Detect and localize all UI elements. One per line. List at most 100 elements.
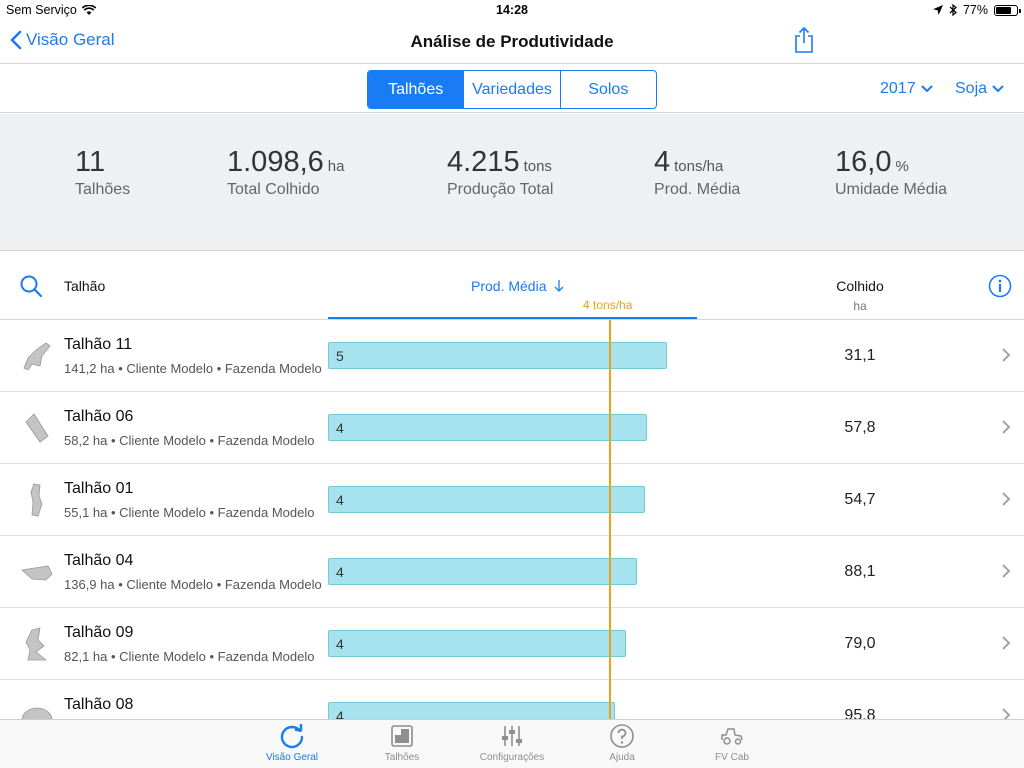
status-bar: Sem Serviço 14:28 77% <box>0 0 1024 20</box>
productivity-bar: 4 <box>328 414 647 441</box>
tab-label: Ajuda <box>609 752 635 763</box>
average-label: 4 tons/ha <box>583 298 633 312</box>
productivity-bar-label: 4 <box>336 708 344 719</box>
tab-label: Talhões <box>384 752 420 763</box>
row-subtitle: 55,1 ha • Cliente Modelo • Fazenda Model… <box>64 505 315 520</box>
row-name: Talhão 08 <box>64 696 134 713</box>
summary-panel: 11 Talhões 1.098,6 ha Total Colhido 4.215 tons… <box>0 114 1024 251</box>
year-filter-label: 2017 <box>880 80 916 97</box>
summary-value: 11 <box>75 146 106 178</box>
tab-label: FV Cab <box>715 752 749 763</box>
productivity-bar-label: 4 <box>336 420 344 436</box>
column-header-prod-label: Prod. Média <box>471 278 547 294</box>
summary-label: Produção Total <box>447 181 554 198</box>
share-icon[interactable] <box>792 26 816 54</box>
productivity-bar: 5 <box>328 342 667 369</box>
tab-help[interactable]: Ajuda <box>572 723 672 763</box>
clock: 14:28 <box>496 3 528 17</box>
field-shape-icon <box>20 482 54 520</box>
summary-label: Prod. Média <box>654 181 741 198</box>
table-row[interactable]: Talhão 06 58,2 ha • Cliente Modelo • Faze… <box>0 392 1024 464</box>
tab-tractor[interactable]: FV Cab <box>682 723 782 763</box>
segmented-control: Talhões Variedades Solos <box>367 70 657 109</box>
chevron-right-icon <box>1001 708 1011 719</box>
column-header-talhao[interactable]: Talhão <box>64 278 106 294</box>
table-row[interactable]: Talhão 01 55,1 ha • Cliente Modelo • Faze… <box>0 464 1024 536</box>
summary-label: Talhões <box>75 181 131 198</box>
crop-filter[interactable]: Soja <box>955 80 1004 98</box>
row-subtitle: 58,2 ha • Cliente Modelo • Fazenda Model… <box>64 433 315 448</box>
summary-unit: tons/ha <box>674 158 724 175</box>
summary-unit: ha <box>327 158 345 175</box>
table-row[interactable]: Talhão 09 82,1 ha • Cliente Modelo • Faze… <box>0 608 1024 680</box>
row-name: Talhão 04 <box>64 552 134 569</box>
summary-unit: % <box>895 158 909 175</box>
tab-field[interactable]: Talhões <box>352 723 452 763</box>
segment-1[interactable]: Variedades <box>463 71 559 108</box>
productivity-bar: 4 <box>328 630 626 657</box>
wifi-icon <box>81 4 96 15</box>
field-shape-icon <box>20 338 54 376</box>
summary-label: Total Colhido <box>227 181 320 198</box>
chevron-right-icon <box>1001 564 1011 583</box>
productivity-bar-label: 4 <box>336 564 344 580</box>
column-header-colhido-unit: ha <box>853 299 867 313</box>
chevron-right-icon <box>1001 636 1011 655</box>
field-shape-icon <box>20 626 54 664</box>
field-shape-icon <box>20 698 54 719</box>
tractor-icon <box>682 723 782 749</box>
bluetooth-icon <box>949 4 957 16</box>
tab-sliders[interactable]: Configurações <box>462 723 562 763</box>
row-subtitle: 82,1 ha • Cliente Modelo • Fazenda Model… <box>64 649 315 664</box>
productivity-bar: 4 <box>328 702 615 719</box>
tab-bar: Visão Geral Talhões Configurações Ajuda FV C… <box>0 719 1024 768</box>
tab-refresh-circle[interactable]: Visão Geral <box>242 723 342 763</box>
refresh-circle-icon <box>242 723 342 749</box>
sliders-icon <box>462 723 562 749</box>
table-header: Talhão Prod. Média 4 tons/ha Colhido ha <box>0 252 1024 320</box>
summary-value: 4.215 <box>447 146 520 178</box>
back-label: Visão Geral <box>26 30 115 49</box>
year-filter[interactable]: 2017 <box>880 80 933 98</box>
crop-filter-label: Soja <box>955 80 988 97</box>
row-colhido: 31,1 <box>844 347 876 364</box>
status-right: 77% <box>932 3 1021 17</box>
productivity-bar-label: 5 <box>336 348 344 364</box>
sort-underline <box>328 317 697 319</box>
table-row[interactable]: Talhão 08 4 95,8 <box>0 680 1024 719</box>
row-name: Talhão 11 <box>64 336 133 353</box>
summary-stat: 4.215 tons Produção Total <box>447 146 553 199</box>
info-icon[interactable] <box>988 274 1012 298</box>
summary-value: 4 <box>654 146 671 178</box>
table-row[interactable]: Talhão 11 141,2 ha • Cliente Modelo • Faz… <box>0 320 1024 392</box>
average-line <box>609 320 611 719</box>
productivity-bar: 4 <box>328 558 637 585</box>
summary-value-line: 4 tons/ha <box>654 146 740 179</box>
segment-0[interactable]: Talhões <box>368 71 464 108</box>
segment-2[interactable]: Solos <box>559 71 656 108</box>
table-row[interactable]: Talhão 04 136,9 ha • Cliente Modelo • Faz… <box>0 536 1024 608</box>
summary-value-line: 16,0% <box>835 146 947 179</box>
summary-stat: 16,0% Umidade Média <box>835 146 947 199</box>
sort-arrow-down-icon <box>555 280 564 292</box>
column-header-colhido[interactable]: Colhido <box>836 278 884 294</box>
row-colhido: 54,7 <box>844 491 876 508</box>
tab-label: Visão Geral <box>265 752 319 763</box>
field-shape-icon <box>20 554 54 592</box>
battery-icon <box>994 4 1021 16</box>
field-icon <box>352 723 452 749</box>
filter-bar: Talhões Variedades Solos 2017 Soja <box>0 65 1024 113</box>
chevron-left-icon <box>10 30 22 50</box>
summary-stat: 1.098,6 ha Total Colhido <box>227 146 344 199</box>
back-button[interactable]: Visão Geral <box>10 30 115 50</box>
field-shape-icon <box>20 410 54 448</box>
summary-stat: 4 tons/ha Prod. Média <box>654 146 740 199</box>
chevron-right-icon <box>1001 420 1011 439</box>
chevron-down-icon <box>920 85 933 93</box>
column-header-prod-media[interactable]: Prod. Média <box>471 278 564 294</box>
productivity-bar-label: 4 <box>336 492 344 508</box>
summary-value: 16,0 <box>835 146 892 178</box>
search-icon[interactable] <box>19 274 43 298</box>
row-colhido: 88,1 <box>844 563 876 580</box>
location-arrow-icon <box>932 5 943 15</box>
